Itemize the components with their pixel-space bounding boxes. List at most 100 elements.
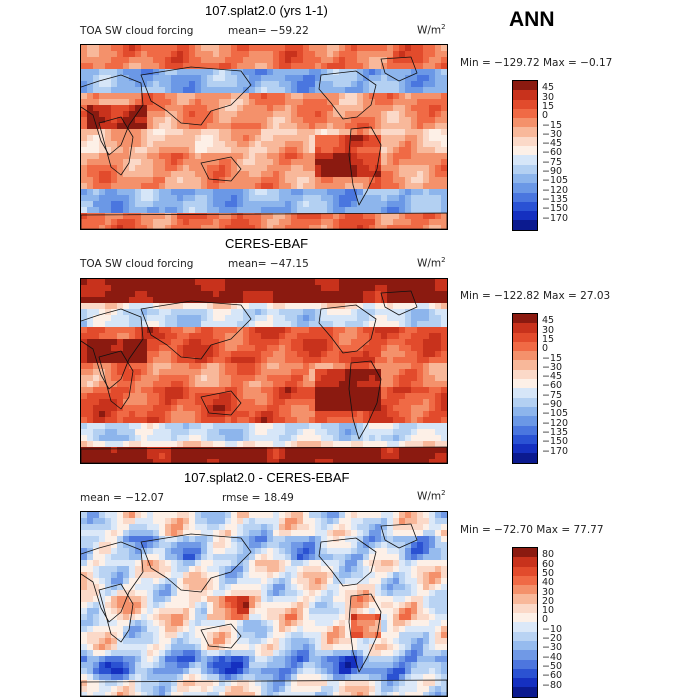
colorbar-tick-label: −30 bbox=[542, 361, 563, 373]
colorbar-tick-label: 45 bbox=[542, 82, 555, 94]
colorbar-swatch bbox=[513, 192, 537, 202]
season-label: ANN bbox=[509, 8, 555, 31]
colorbar-tick-label: 10 bbox=[542, 605, 555, 617]
colorbar-swatch bbox=[513, 173, 537, 184]
colorbar-tick-label: 20 bbox=[542, 595, 555, 607]
map-plot bbox=[80, 511, 448, 697]
colorbar-swatch bbox=[513, 548, 537, 558]
colorbar-tick-label: 30 bbox=[542, 586, 555, 598]
colorbar-swatch bbox=[513, 557, 537, 567]
colorbar-swatch bbox=[513, 118, 537, 128]
colorbar-tick-label: −150 bbox=[542, 203, 569, 215]
units-label: W/m2 bbox=[417, 23, 446, 37]
colorbar-tick-label: −40 bbox=[542, 651, 563, 663]
colorbar-tick-label: −60 bbox=[542, 380, 563, 392]
variable-label: TOA SW cloud forcing bbox=[80, 258, 194, 270]
colorbar-tick-label: −60 bbox=[542, 147, 563, 159]
colorbar-swatch bbox=[513, 341, 537, 352]
colorbar-swatch bbox=[513, 406, 537, 417]
colorbar-tick-label: −135 bbox=[542, 426, 569, 438]
min-max-label: Min = −72.70 Max = 77.77 bbox=[460, 524, 604, 536]
colorbar-tick-label: −75 bbox=[542, 389, 563, 401]
colorbar-tick-label: −75 bbox=[542, 156, 563, 168]
colorbar-swatch bbox=[513, 444, 537, 454]
colorbar-tick-label: 30 bbox=[542, 324, 555, 336]
colorbar-swatch bbox=[513, 99, 537, 109]
colorbar-swatch bbox=[513, 220, 537, 230]
colorbar-swatch bbox=[513, 631, 537, 641]
map-plot bbox=[80, 44, 448, 230]
colorbar-tick-label: −80 bbox=[542, 679, 563, 691]
mean-label: mean= −59.22 bbox=[228, 25, 309, 37]
colorbar-swatch bbox=[513, 585, 537, 595]
colorbar-tick-label: −150 bbox=[542, 436, 569, 448]
units-label: W/m2 bbox=[417, 489, 446, 503]
colorbar-tick-label: 15 bbox=[542, 100, 555, 112]
colorbar-swatch bbox=[513, 360, 537, 370]
colorbar-tick-label: −30 bbox=[542, 642, 563, 654]
colorbar-tick-label: −45 bbox=[542, 371, 563, 383]
colorbar-tick-label: 60 bbox=[542, 558, 555, 570]
colorbar-tick-label: −105 bbox=[542, 408, 569, 420]
colorbar-swatch bbox=[513, 369, 537, 380]
colorbar-tick-label: 30 bbox=[542, 91, 555, 103]
colorbar-swatch bbox=[513, 146, 537, 156]
colorbar-swatch bbox=[513, 379, 537, 389]
colorbar-swatch bbox=[513, 650, 537, 660]
colorbar-tick-label: 0 bbox=[542, 110, 549, 122]
units-label: W/m2 bbox=[417, 256, 446, 270]
colorbar-tick-label: −105 bbox=[542, 175, 569, 187]
colorbar-swatch bbox=[513, 594, 537, 604]
colorbar-tick-label: −135 bbox=[542, 193, 569, 205]
colorbar-tick-label: −90 bbox=[542, 399, 563, 410]
colorbar-tick-label: 0 bbox=[542, 343, 549, 355]
panel-title: 107.splat2.0 - CERES-EBAF bbox=[184, 470, 350, 485]
colorbar bbox=[512, 313, 538, 464]
colorbar-tick-label: −10 bbox=[542, 623, 563, 635]
colorbar-tick-label: −60 bbox=[542, 670, 563, 682]
colorbar-swatch bbox=[513, 668, 537, 679]
colorbar-swatch bbox=[513, 678, 537, 688]
colorbar-swatch bbox=[513, 323, 537, 333]
colorbar-swatch bbox=[513, 659, 537, 669]
colorbar bbox=[512, 547, 538, 698]
colorbar-swatch bbox=[513, 164, 537, 174]
colorbar-tick-label: −170 bbox=[542, 212, 569, 224]
colorbar-tick-label: −20 bbox=[542, 633, 563, 644]
colorbar-tick-label: −170 bbox=[542, 445, 569, 457]
colorbar-swatch bbox=[513, 434, 537, 445]
variable-label: TOA SW cloud forcing bbox=[80, 25, 194, 37]
map-plot bbox=[80, 278, 448, 464]
colorbar-tick-label: −30 bbox=[542, 128, 563, 140]
colorbar-tick-label: 40 bbox=[542, 577, 555, 589]
colorbar-tick-label: −50 bbox=[542, 660, 563, 672]
colorbar-swatch bbox=[513, 622, 537, 632]
colorbar-swatch bbox=[513, 201, 537, 212]
colorbar-swatch bbox=[513, 314, 537, 324]
colorbar-swatch bbox=[513, 603, 537, 614]
colorbar-swatch bbox=[513, 108, 537, 119]
colorbar-swatch bbox=[513, 425, 537, 435]
colorbar-swatch bbox=[513, 155, 537, 165]
colorbar-swatch bbox=[513, 687, 537, 697]
colorbar-tick-label: −90 bbox=[542, 166, 563, 177]
colorbar-tick-label: −45 bbox=[542, 138, 563, 150]
panel-title: 107.splat2.0 (yrs 1-1) bbox=[205, 3, 328, 18]
colorbar bbox=[512, 80, 538, 231]
panel-title: CERES-EBAF bbox=[225, 236, 309, 251]
colorbar-swatch bbox=[513, 453, 537, 463]
colorbar-swatch bbox=[513, 332, 537, 342]
colorbar-tick-label: −120 bbox=[542, 184, 569, 196]
colorbar-tick-label: 50 bbox=[542, 567, 555, 579]
min-max-label: Min = −129.72 Max = −0.17 bbox=[460, 57, 613, 69]
colorbar-swatch bbox=[513, 613, 537, 623]
colorbar-tick-label: −120 bbox=[542, 417, 569, 429]
colorbar-swatch bbox=[513, 640, 537, 651]
colorbar-swatch bbox=[513, 388, 537, 398]
colorbar-tick-label: 80 bbox=[542, 549, 555, 561]
colorbar-swatch bbox=[513, 397, 537, 407]
colorbar-swatch bbox=[513, 183, 537, 193]
colorbar-tick-label: 15 bbox=[542, 333, 555, 345]
colorbar-swatch bbox=[513, 575, 537, 586]
colorbar-swatch bbox=[513, 81, 537, 91]
